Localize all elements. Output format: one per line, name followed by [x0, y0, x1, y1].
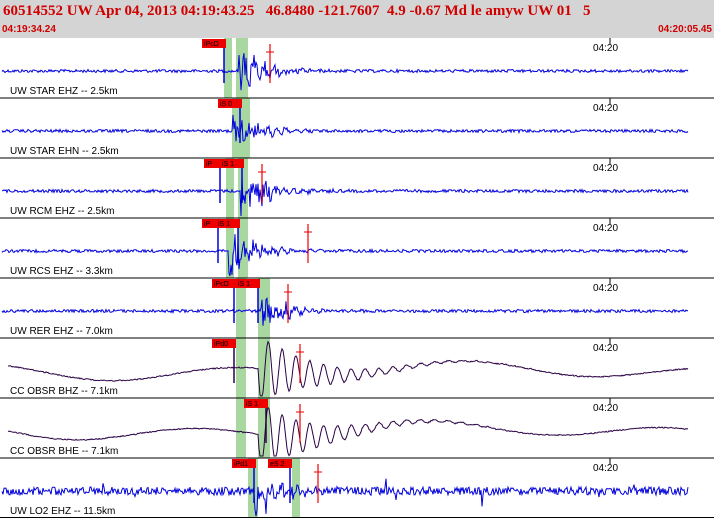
time-tick-label: 04:20: [593, 43, 618, 54]
trace-row[interactable]: 04:20 iS 1 CC OBSR BHE -- 7.1km: [0, 398, 714, 458]
phase-pick-label: iPcD: [214, 281, 229, 288]
time-tick-label: 04:20: [593, 223, 618, 234]
trace-row[interactable]: 04:20 iPd0 CC OBSR BHZ -- 7.1km: [0, 338, 714, 398]
trace-row[interactable]: 04:20 iPd1 eS 2 UW LO2 EHZ -- 11.5km: [0, 458, 714, 518]
phase-pick-label: iS 1: [238, 281, 250, 288]
phase-pick-label: iPd0: [214, 341, 228, 348]
station-label: CC OBSR BHZ -- 7.1km: [10, 386, 118, 397]
station-label: CC OBSR BHE -- 7.1km: [10, 446, 118, 457]
trace-row[interactable]: 04:20 iP iS 1 UW RCM EHZ -- 2.5km: [0, 158, 714, 218]
trace-row[interactable]: 04:20 iP iS 1 UW RCS EHZ -- 3.3km: [0, 218, 714, 278]
time-tick-label: 04:20: [593, 103, 618, 114]
station-label: UW STAR EHN -- 2.5km: [10, 146, 119, 157]
waveform-trace: [2, 115, 688, 141]
seismogram-panel[interactable]: 04:20 iPcD UW STAR EHZ -- 2.5km 04:20 iS 0 UW…: [0, 38, 714, 518]
start-time-label: 04:19:34.24: [2, 24, 56, 35]
time-tick-label: 04:20: [593, 283, 618, 294]
phase-pick-label: iS 0: [220, 101, 232, 108]
time-tick-label: 04:20: [593, 163, 618, 174]
station-label: UW RER EHZ -- 7.0km: [10, 326, 113, 337]
station-label: UW RCS EHZ -- 3.3km: [10, 266, 113, 277]
waveform-trace: [2, 298, 688, 325]
phase-pick-label: iS 1: [246, 401, 258, 408]
phase-pick-label: eS 2: [270, 461, 285, 468]
time-tick-label: 04:20: [593, 403, 618, 414]
phase-pick-label: iS 1: [218, 221, 230, 228]
phase-pick-label: iS 1: [222, 161, 234, 168]
waveform-trace: [2, 53, 688, 90]
trace-row[interactable]: 04:20 iPcD iS 1 UW RER EHZ -- 7.0km: [0, 278, 714, 338]
station-label: UW RCM EHZ -- 2.5km: [10, 206, 114, 217]
event-title: 60514552 UW Apr 04, 2013 04:19:43.25 46.…: [3, 3, 591, 20]
time-tick-label: 04:20: [593, 343, 618, 354]
phase-pick-label: iP: [204, 221, 211, 228]
station-label: UW STAR EHZ -- 2.5km: [10, 86, 118, 97]
event-header: 60514552 UW Apr 04, 2013 04:19:43.25 46.…: [0, 0, 714, 38]
phase-pick-label: iPcD: [204, 41, 219, 48]
time-tick-label: 04:20: [593, 463, 618, 474]
phase-pick-label: iP: [206, 161, 213, 168]
trace-row[interactable]: 04:20 iS 0 UW STAR EHN -- 2.5km: [0, 98, 714, 158]
trace-row[interactable]: 04:20 iPcD UW STAR EHZ -- 2.5km: [2, 38, 688, 98]
phase-pick-label: iPd1: [234, 461, 248, 468]
end-time-label: 04:20:05.45: [658, 24, 712, 35]
station-label: UW LO2 EHZ -- 11.5km: [10, 506, 115, 517]
